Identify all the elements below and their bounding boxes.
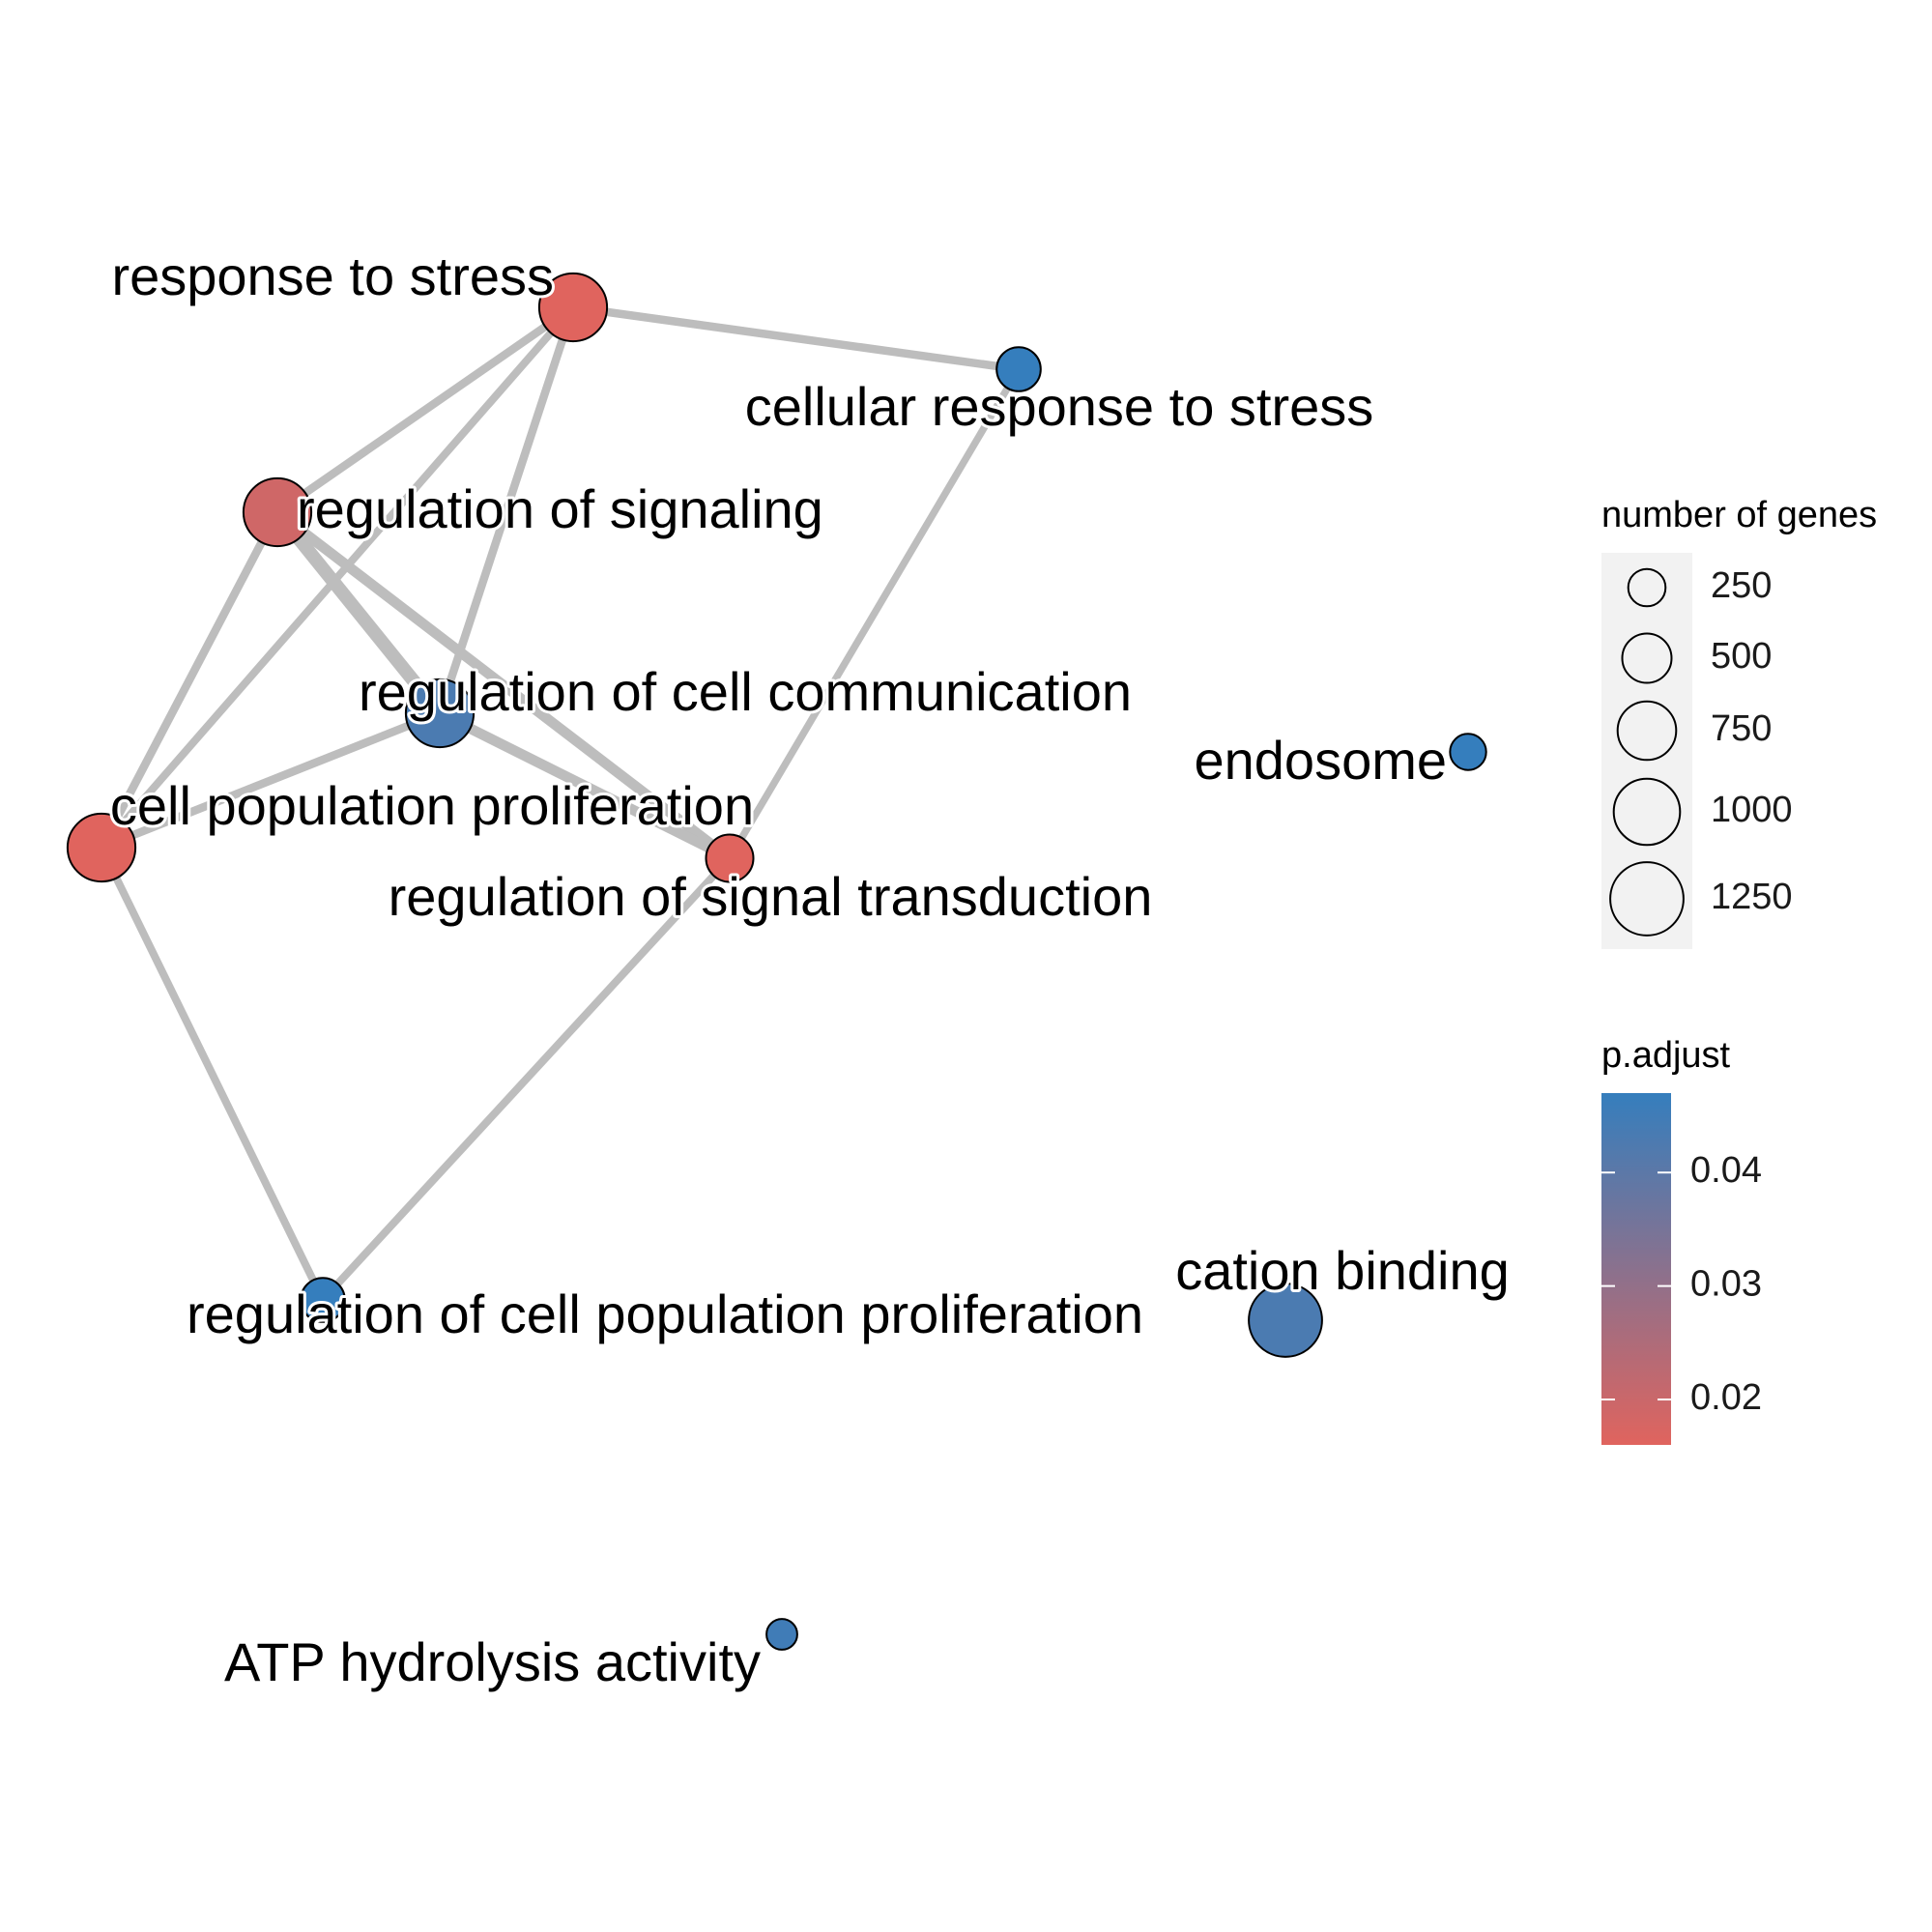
node-regulation-of-signaling — [242, 476, 313, 548]
color-legend: p.adjust 0.04 0.03 0.02 — [1601, 1035, 1762, 1445]
color-legend-label-0-04: 0.04 — [1690, 1150, 1762, 1191]
edge-regulation-of-signaling-to-regulation-of-cell-communication — [272, 507, 446, 718]
edge-regulation-of-signaling-to-regulation-of-signal-transduction — [274, 507, 734, 863]
edges-layer — [98, 303, 1023, 1303]
node-cation-binding — [1248, 1283, 1323, 1358]
nodes-layer — [66, 272, 1487, 1651]
edge-cell-population-proliferation-to-regulation-of-cell-population-proliferation — [98, 846, 327, 1302]
color-legend-label-0-03: 0.03 — [1690, 1264, 1762, 1305]
labels-layer: response to stress cellular response to s… — [107, 243, 1513, 1695]
edge-response-to-stress-to-cellular-response-to-stress — [572, 303, 1020, 374]
color-legend-bar — [1601, 1093, 1671, 1445]
node-atp-hydrolysis-activity — [765, 1618, 798, 1651]
edge-regulation-of-signaling-to-cell-population-proliferation — [98, 510, 281, 850]
node-endosome — [1449, 733, 1487, 771]
node-cell-population-proliferation — [66, 812, 137, 883]
color-legend-title: p.adjust — [1601, 1035, 1731, 1076]
edge-regulation-of-cell-population-proliferation-to-regulation-of-signal-transduction — [320, 855, 733, 1303]
node-label-atp-hydrolysis-activity: ATP hydrolysis activity — [224, 1631, 761, 1692]
size-legend-label-250: 250 — [1711, 565, 1772, 606]
node-regulation-of-cell-communication — [404, 678, 476, 749]
edge-cellular-response-to-stress-to-regulation-of-signal-transduction — [726, 367, 1023, 860]
node-cellular-response-to-stress — [995, 346, 1042, 392]
size-legend-circle-750 — [1616, 700, 1678, 762]
size-legend-circle-500 — [1621, 632, 1673, 684]
edge-response-to-stress-to-regulation-of-cell-communication — [435, 305, 578, 715]
size-legend-circle-1000 — [1612, 777, 1682, 847]
node-label-response-to-stress: response to stress — [111, 245, 554, 306]
node-label-regulation-of-signaling: regulation of signaling — [297, 478, 823, 539]
size-legend-label-500: 500 — [1711, 636, 1772, 677]
size-legend-circle-250 — [1627, 567, 1667, 608]
node-label-regulation-of-cell-communication: regulation of cell communication — [359, 661, 1132, 722]
size-legend-label-750: 750 — [1711, 708, 1772, 749]
node-label-cellular-response-to-stress: cellular response to stress — [745, 376, 1374, 437]
node-regulation-of-signal-transduction — [705, 833, 755, 883]
node-label-regulation-of-cell-population-proliferation: regulation of cell population proliferat… — [187, 1283, 1143, 1344]
size-legend-label-1250: 1250 — [1711, 877, 1793, 917]
size-legend-title: number of genes — [1601, 495, 1877, 535]
node-label-endosome: endosome — [1194, 730, 1447, 791]
size-legend-label-1000: 1000 — [1711, 790, 1793, 830]
node-regulation-of-cell-population-proliferation — [300, 1277, 346, 1323]
node-label-cell-population-proliferation: cell population proliferation — [110, 775, 754, 836]
color-legend-label-0-02: 0.02 — [1690, 1377, 1762, 1418]
node-response-to-stress — [537, 272, 609, 343]
size-legend: number of genes 250 500 750 1000 1250 — [1601, 495, 1877, 949]
edge-regulation-of-cell-communication-to-cell-population-proliferation — [100, 709, 442, 851]
edge-regulation-of-cell-communication-to-regulation-of-signal-transduction — [437, 708, 733, 863]
node-label-regulation-of-signal-transduction: regulation of signal transduction — [389, 866, 1153, 927]
edge-response-to-stress-to-regulation-of-signaling — [274, 303, 576, 516]
size-legend-circle-1250 — [1609, 861, 1685, 937]
node-label-cation-binding: cation binding — [1175, 1240, 1510, 1301]
